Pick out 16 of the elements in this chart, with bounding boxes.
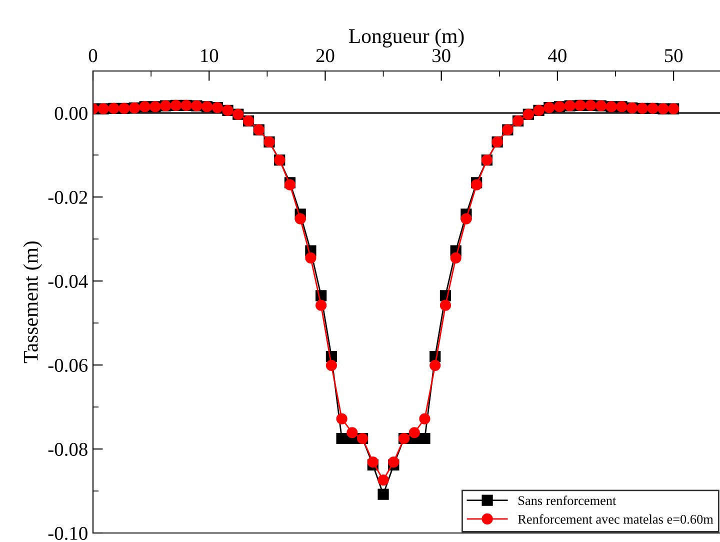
legend-label: Renforcement avec matelas e=0.60m: [518, 514, 714, 524]
x-tick-label: 50: [664, 49, 683, 62]
x-tick-label: 40: [548, 49, 566, 62]
y-tick-label: 0.00: [54, 106, 88, 120]
legend-label: Sans renforcement: [518, 496, 616, 506]
y-tick-label: -0.02: [48, 190, 88, 204]
x-tick-label: 10: [201, 49, 218, 62]
x-tick-label: 30: [432, 49, 450, 62]
y-axis-title: Tassement (m): [23, 241, 42, 364]
x-tick-label: 20: [316, 49, 334, 62]
y-tick-label: -0.06: [48, 358, 88, 372]
y-tick-label: -0.08: [48, 442, 88, 456]
x-tick-label: 0: [88, 49, 98, 62]
y-tick-label: -0.10: [48, 526, 88, 540]
x-axis-title: Longueur (m): [348, 28, 464, 48]
y-tick-label: -0.04: [48, 274, 88, 288]
